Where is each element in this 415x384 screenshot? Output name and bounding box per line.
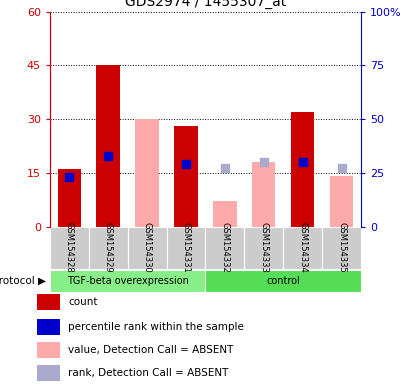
Bar bbox=[244, 227, 283, 269]
Text: GSM154328: GSM154328 bbox=[65, 222, 74, 273]
Bar bbox=[213, 202, 237, 227]
Bar bbox=[205, 227, 244, 269]
Point bbox=[261, 159, 267, 165]
Text: percentile rank within the sample: percentile rank within the sample bbox=[68, 322, 244, 332]
Text: rank, Detection Call = ABSENT: rank, Detection Call = ABSENT bbox=[68, 368, 229, 378]
Point bbox=[338, 166, 345, 172]
Bar bbox=[252, 162, 276, 227]
Bar bbox=[291, 112, 315, 227]
Point bbox=[183, 161, 189, 167]
Bar bbox=[283, 227, 322, 269]
Bar bbox=[330, 176, 353, 227]
Point bbox=[222, 166, 228, 172]
Bar bbox=[166, 227, 205, 269]
Text: GSM154335: GSM154335 bbox=[337, 222, 346, 273]
Bar bbox=[89, 227, 128, 269]
Text: value, Detection Call = ABSENT: value, Detection Call = ABSENT bbox=[68, 345, 234, 355]
Bar bbox=[128, 227, 166, 269]
Text: GSM154330: GSM154330 bbox=[143, 222, 151, 273]
Point bbox=[66, 174, 73, 180]
Bar bbox=[37, 342, 60, 358]
Bar bbox=[37, 319, 60, 335]
Bar bbox=[37, 294, 60, 310]
Bar bbox=[205, 270, 361, 292]
Text: GSM154331: GSM154331 bbox=[181, 222, 190, 273]
Bar bbox=[37, 365, 60, 381]
Point bbox=[299, 159, 306, 165]
Text: GSM154329: GSM154329 bbox=[104, 222, 112, 273]
Title: GDS2974 / 1455307_at: GDS2974 / 1455307_at bbox=[125, 0, 286, 9]
Bar bbox=[135, 119, 159, 227]
Text: TGF-beta overexpression: TGF-beta overexpression bbox=[67, 276, 188, 286]
Bar bbox=[322, 227, 361, 269]
Bar bbox=[50, 270, 205, 292]
Text: protocol ▶: protocol ▶ bbox=[0, 276, 46, 286]
Text: GSM154333: GSM154333 bbox=[259, 222, 268, 273]
Bar bbox=[96, 65, 120, 227]
Bar bbox=[174, 126, 198, 227]
Bar bbox=[50, 227, 89, 269]
Bar bbox=[58, 169, 81, 227]
Text: GSM154334: GSM154334 bbox=[298, 222, 307, 273]
Point bbox=[105, 152, 112, 159]
Text: GSM154332: GSM154332 bbox=[220, 222, 229, 273]
Text: control: control bbox=[266, 276, 300, 286]
Text: count: count bbox=[68, 297, 98, 307]
